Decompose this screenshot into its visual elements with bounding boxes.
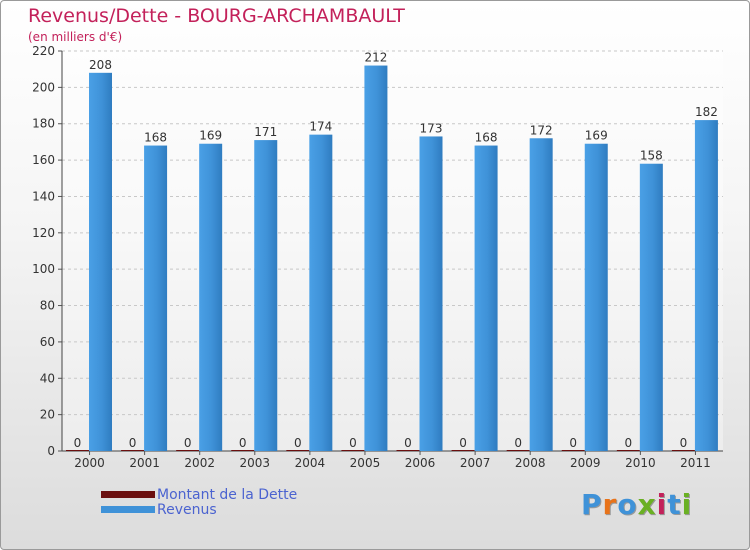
data-label-revenus: 158 (640, 149, 663, 163)
bar-revenus (419, 136, 443, 452)
logo-letter: t (667, 488, 682, 521)
data-label-dette: 0 (459, 436, 467, 450)
bar-revenus (144, 145, 168, 451)
y-tick-label: 220 (32, 44, 55, 58)
y-tick-label: 200 (32, 80, 55, 94)
y-tick-label: 60 (40, 335, 55, 349)
x-tick-label: 2004 (295, 456, 326, 470)
x-tick-label: 2010 (625, 456, 656, 470)
data-label-revenus: 172 (530, 123, 553, 137)
logo-letter: i (681, 488, 693, 521)
logo-letter: i (656, 488, 668, 521)
data-label-revenus: 171 (254, 125, 277, 139)
x-tick-label: 2003 (240, 456, 271, 470)
bar-revenus (254, 140, 278, 451)
bar-dette (671, 450, 695, 451)
bar-revenus (199, 143, 223, 451)
data-label-dette: 0 (680, 436, 688, 450)
legend-swatch-dette (101, 491, 155, 498)
x-tick-label: 2000 (74, 456, 105, 470)
y-tick-label: 160 (32, 153, 55, 167)
data-label-dette: 0 (569, 436, 577, 450)
bar-dette (561, 450, 585, 451)
data-label-revenus: 208 (89, 58, 112, 72)
bar-dette (616, 450, 640, 451)
data-label-revenus: 168 (144, 131, 167, 145)
x-tick-label: 2006 (405, 456, 436, 470)
data-label-dette: 0 (514, 436, 522, 450)
legend-swatch-revenus (101, 506, 155, 513)
data-label-revenus: 182 (695, 105, 718, 119)
data-label-dette: 0 (404, 436, 412, 450)
proxiti-logo: Proxiti (581, 488, 692, 521)
bar-dette (506, 450, 530, 451)
chart-subtitle: (en milliers d'€) (28, 30, 123, 44)
bar-dette (66, 450, 89, 451)
bar-revenus (694, 120, 718, 451)
bar-revenus (364, 65, 388, 451)
bar-dette (286, 450, 310, 451)
logo-letter: o (617, 488, 638, 521)
x-tick-label: 2011 (680, 456, 711, 470)
data-label-dette: 0 (239, 436, 247, 450)
x-tick-label: 2009 (570, 456, 601, 470)
logo-letter: P (581, 488, 603, 521)
data-label-revenus: 174 (309, 120, 332, 134)
bar-dette (176, 450, 200, 451)
x-tick-label: 2001 (129, 456, 160, 470)
data-label-revenus: 173 (420, 121, 443, 135)
x-tick-label: 2008 (515, 456, 546, 470)
data-label-revenus: 168 (475, 131, 498, 145)
logo-letter: r (602, 488, 618, 521)
legend: Montant de la Dette Revenus (101, 486, 298, 518)
bar-revenus (529, 138, 553, 452)
y-tick-label: 180 (32, 117, 55, 131)
bar-revenus (89, 72, 112, 452)
y-tick-label: 20 (40, 408, 55, 422)
data-label-dette: 0 (625, 436, 633, 450)
x-tick-label: 2007 (460, 456, 491, 470)
legend-item-revenus: Revenus (101, 501, 297, 518)
y-tick-label: 40 (40, 371, 55, 385)
data-label-dette: 0 (74, 436, 82, 450)
data-label-revenus: 169 (199, 129, 222, 143)
bar-dette (121, 450, 145, 451)
data-label-revenus: 169 (585, 129, 608, 143)
data-label-dette: 0 (349, 436, 357, 450)
bar-dette (451, 450, 475, 451)
chart-title: Revenus/Dette - BOURG-ARCHAMBAULT (28, 5, 405, 27)
data-label-dette: 0 (184, 436, 192, 450)
bar-dette (231, 450, 255, 451)
y-tick-label: 0 (47, 444, 55, 458)
data-label-dette: 0 (129, 436, 137, 450)
y-tick-label: 140 (32, 189, 55, 203)
y-tick-label: 80 (40, 299, 55, 313)
data-label-revenus: 212 (364, 51, 387, 65)
data-label-dette: 0 (294, 436, 302, 450)
bar-revenus (309, 134, 333, 452)
x-tick-label: 2002 (184, 456, 215, 470)
bar-revenus (584, 143, 608, 451)
y-tick-label: 100 (32, 262, 55, 276)
plot-area (62, 51, 723, 451)
legend-label-revenus: Revenus (157, 501, 217, 518)
x-tick-label: 2005 (350, 456, 381, 470)
y-tick-label: 120 (32, 226, 55, 240)
bar-revenus (639, 163, 663, 451)
legend-label-dette: Montant de la Dette (157, 486, 298, 503)
legend-item-dette: Montant de la Dette (101, 486, 298, 503)
bar-dette (341, 450, 365, 451)
bar-dette (396, 450, 420, 451)
bar-revenus (474, 145, 498, 451)
logo-letter: x (637, 488, 657, 521)
